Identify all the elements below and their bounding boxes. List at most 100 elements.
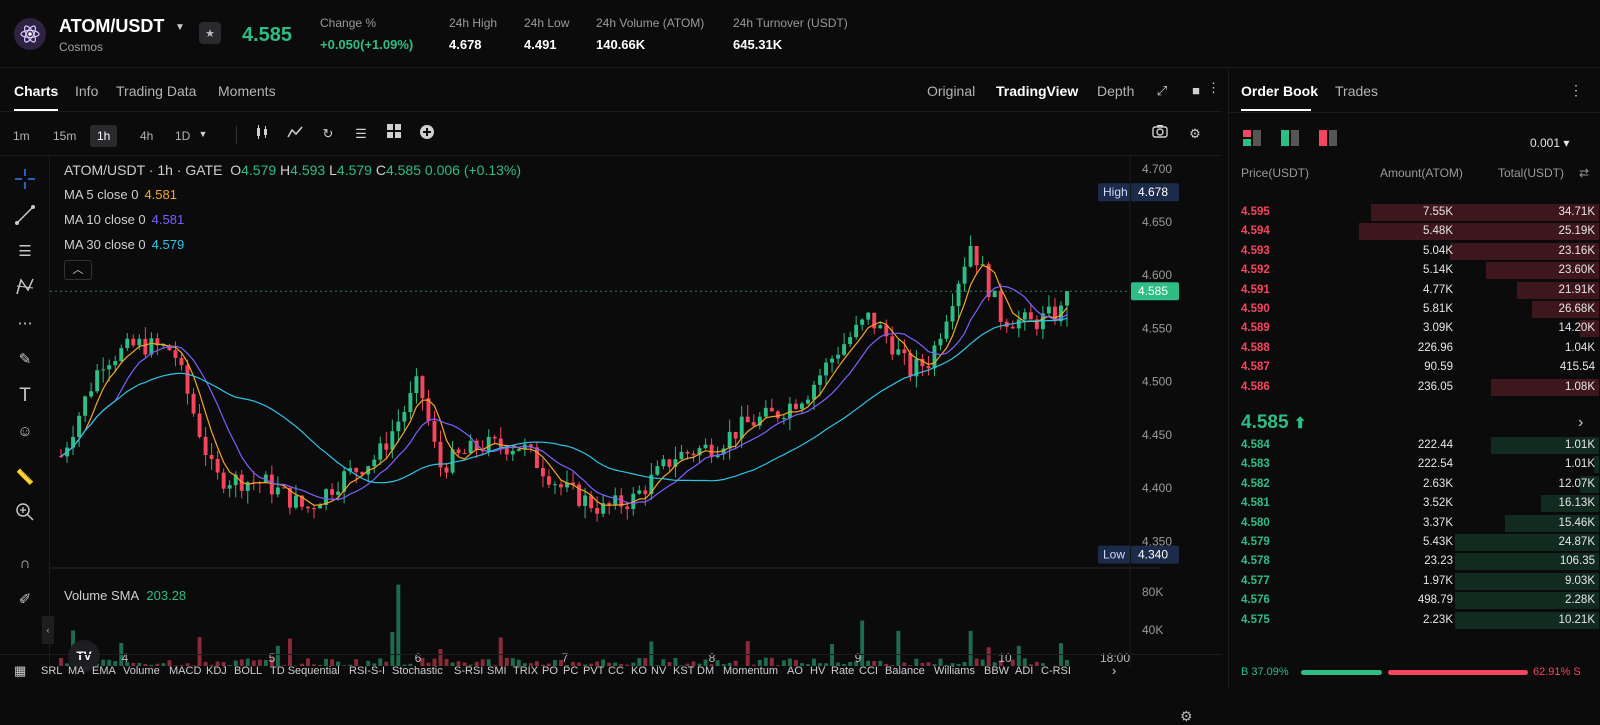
calendar-icon[interactable]: ▦: [14, 663, 26, 679]
chart-settings-icon[interactable]: ⚙: [1180, 708, 1193, 725]
indicator-ema[interactable]: EMA: [92, 665, 116, 677]
tab-info[interactable]: Info: [75, 83, 98, 99]
zoom-in-icon[interactable]: [13, 502, 37, 526]
timeframe-1h[interactable]: 1h: [90, 125, 117, 147]
timeframe-4h[interactable]: 4h: [133, 125, 160, 147]
indicator-pvt[interactable]: PVT: [583, 665, 604, 677]
indicator-pc[interactable]: PC: [563, 665, 578, 677]
chevron-down-icon[interactable]: ▼: [175, 22, 185, 33]
tab-moments[interactable]: Moments: [218, 83, 276, 99]
view-original[interactable]: Original: [927, 83, 975, 99]
indicator-dm[interactable]: DM: [697, 665, 714, 677]
fullscreen-icon[interactable]: ⤢: [1152, 81, 1172, 101]
view-depth[interactable]: Depth: [1097, 83, 1134, 99]
view-both-icon[interactable]: [1243, 130, 1261, 146]
horizontal-lines-icon[interactable]: ☰: [13, 240, 37, 264]
templates-icon[interactable]: ☰: [351, 124, 371, 144]
tab-charts[interactable]: Charts: [14, 83, 58, 99]
more-vertical-icon[interactable]: ⋮: [1207, 78, 1217, 98]
indicator-boll[interactable]: BOLL: [234, 665, 262, 677]
camera-icon[interactable]: [1150, 124, 1170, 144]
indicator-momentum[interactable]: Momentum: [723, 665, 778, 677]
indicator-srl[interactable]: SRL: [41, 665, 62, 677]
magnet-icon[interactable]: ∩: [13, 552, 37, 576]
pair-name[interactable]: ATOM/USDT: [59, 16, 164, 37]
pattern-icon[interactable]: [13, 276, 37, 300]
text-tool-icon[interactable]: T: [13, 384, 37, 408]
more-vertical-icon[interactable]: ⋮: [1569, 82, 1583, 99]
indicator-volume[interactable]: Volume: [123, 665, 160, 677]
indicator-ao[interactable]: AO: [787, 665, 803, 677]
indicator-williams[interactable]: Williams: [934, 665, 975, 677]
crosshair-icon[interactable]: [13, 168, 37, 192]
brush-icon[interactable]: ✎: [13, 348, 37, 372]
timeframe-dropdown-icon[interactable]: ▼: [193, 124, 213, 144]
indicator-s-rsi[interactable]: S-RSI: [454, 665, 483, 677]
indicator-po[interactable]: PO: [542, 665, 558, 677]
indicator-macd[interactable]: MACD: [169, 665, 201, 677]
collapse-sidebar-button[interactable]: ‹: [42, 616, 54, 644]
precision-select[interactable]: 0.001 ▾: [1530, 136, 1569, 150]
settings-gear-icon[interactable]: ⚙: [1185, 124, 1205, 144]
indicator-cc[interactable]: CC: [608, 665, 624, 677]
indicator-smi[interactable]: SMI: [487, 665, 507, 677]
indicator-ma[interactable]: MA: [68, 665, 85, 677]
view-bids-icon[interactable]: [1281, 130, 1299, 146]
indicator-rate[interactable]: Rate: [831, 665, 854, 677]
indicator-nv[interactable]: NV: [651, 665, 666, 677]
timeframe-1m[interactable]: 1m: [6, 125, 37, 147]
indicator-td-sequential[interactable]: TD Sequential: [270, 665, 340, 677]
emoji-icon[interactable]: ☺: [13, 420, 37, 444]
ruler-icon[interactable]: 📏: [13, 466, 37, 490]
indicator-hv[interactable]: HV: [810, 665, 825, 677]
fib-retracement-icon[interactable]: ⋯: [13, 312, 37, 336]
add-circle-icon[interactable]: [417, 124, 437, 144]
favorite-star-icon[interactable]: ★: [199, 22, 221, 44]
trend-line-icon[interactable]: [13, 204, 37, 228]
replay-icon[interactable]: ↻: [318, 124, 338, 144]
indicator-kdj[interactable]: KDJ: [206, 665, 227, 677]
indicators-icon[interactable]: [285, 124, 305, 144]
candle-type-icon[interactable]: [252, 124, 272, 144]
indicator-trix[interactable]: TRIX: [513, 665, 538, 677]
indicator-kst[interactable]: KST: [673, 665, 694, 677]
chevron-right-icon[interactable]: ›: [1578, 414, 1583, 432]
collapse-legend-button[interactable]: ︿: [64, 260, 92, 280]
layout-grid-icon[interactable]: [384, 124, 404, 144]
lock-drawings-icon[interactable]: ✐: [13, 588, 37, 612]
indicator-stochastic[interactable]: Stochastic: [392, 665, 443, 677]
view-tradingview[interactable]: TradingView: [996, 83, 1078, 99]
indicator-rsi-s-i[interactable]: RSI-S-I: [349, 665, 385, 677]
layout-square-icon[interactable]: ■: [1186, 81, 1206, 101]
indicator-cci[interactable]: CCI: [859, 665, 878, 677]
timeframe-15m[interactable]: 15m: [46, 125, 83, 147]
indicator-ko[interactable]: KO: [631, 665, 647, 677]
indicator-balance[interactable]: Balance: [885, 665, 925, 677]
indicator-c-rsi[interactable]: C-RSI: [1041, 665, 1071, 677]
tab-trades[interactable]: Trades: [1335, 83, 1378, 99]
tab-trading-data[interactable]: Trading Data: [116, 83, 196, 99]
indicator-adi[interactable]: ADI: [1015, 665, 1033, 677]
tab-order-book[interactable]: Order Book: [1241, 83, 1318, 99]
